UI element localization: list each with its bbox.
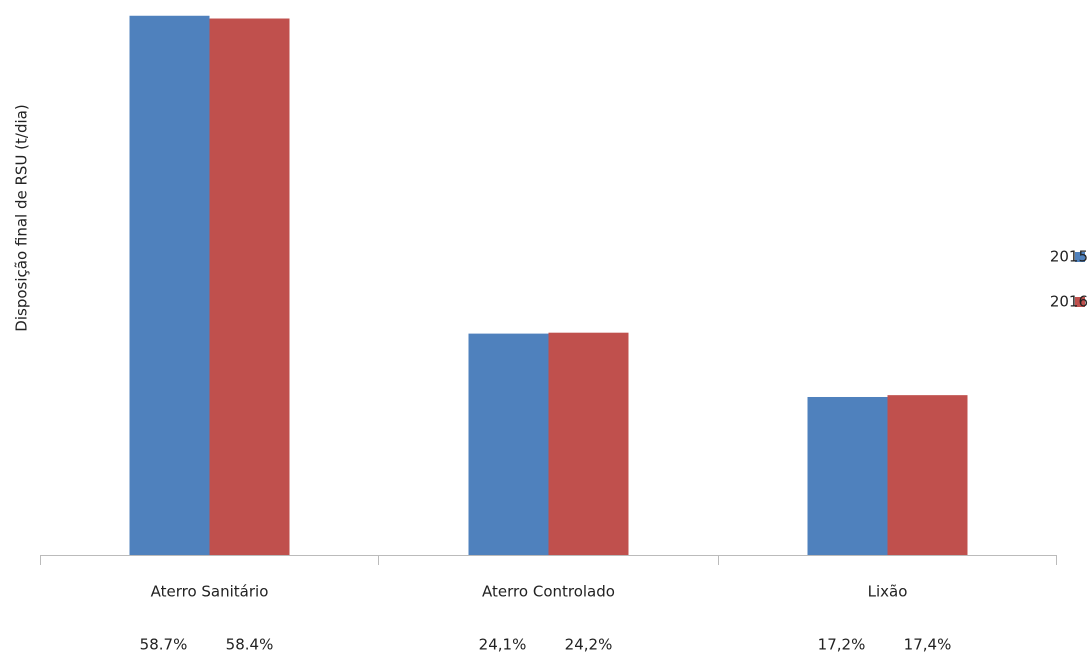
y-axis-title: Disposição final de RSU (t/dia) [13,104,31,331]
x-tick-label: Lixão [868,583,908,601]
value-label: 24,1% [479,636,527,654]
x-tick-label: Aterro Controlado [482,583,615,601]
bar [209,18,290,556]
legend-swatch [1075,297,1085,307]
value-label: 58.7% [140,636,188,654]
bar [807,396,888,555]
value-label: 17,4% [904,636,952,654]
bar [129,15,210,556]
legend-label: 2015 [1050,248,1088,266]
value-label: 17,2% [818,636,866,654]
bar [887,395,968,555]
bar [548,332,629,555]
bar [468,333,549,555]
value-label: 24,2% [565,636,613,654]
category-ticks [40,555,1057,565]
value-label: 58.4% [226,636,274,654]
legend-swatch [1075,252,1085,262]
x-tick-label: Aterro Sanitário [151,583,269,601]
legend-label: 2016 [1050,293,1088,311]
